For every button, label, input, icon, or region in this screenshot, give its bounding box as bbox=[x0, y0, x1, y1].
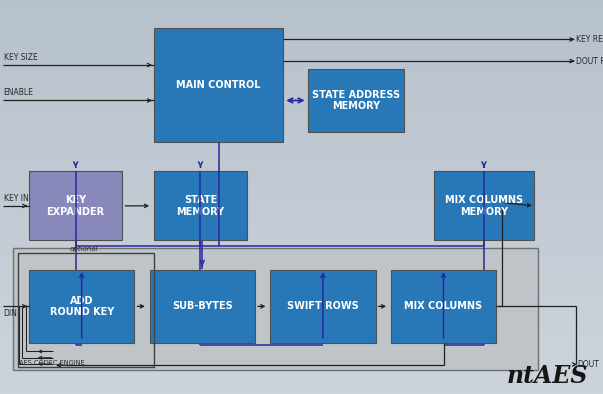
Text: STATE
MEMORY: STATE MEMORY bbox=[177, 195, 224, 217]
Bar bbox=[154, 171, 247, 240]
Text: ENABLE: ENABLE bbox=[4, 88, 34, 97]
Text: MIX COLUMNS: MIX COLUMNS bbox=[405, 301, 482, 311]
Text: STATE ADDRESS
MEMORY: STATE ADDRESS MEMORY bbox=[312, 90, 400, 111]
Text: SUB-BYTES: SUB-BYTES bbox=[172, 301, 233, 311]
Bar bbox=[270, 270, 376, 343]
Text: SWIFT ROWS: SWIFT ROWS bbox=[287, 301, 359, 311]
Text: KEY
EXPANDER: KEY EXPANDER bbox=[46, 195, 105, 217]
Text: DOUT: DOUT bbox=[578, 360, 599, 369]
Text: MIX COLUMNS
MEMORY: MIX COLUMNS MEMORY bbox=[445, 195, 523, 217]
Bar bbox=[434, 171, 534, 240]
Text: ADD
ROUND KEY: ADD ROUND KEY bbox=[49, 296, 114, 317]
Bar bbox=[29, 270, 134, 343]
Text: KEY SIZE: KEY SIZE bbox=[4, 53, 37, 62]
Text: AES CODEC ENGINE: AES CODEC ENGINE bbox=[19, 360, 85, 366]
Bar bbox=[150, 270, 255, 343]
Text: MAIN CONTROL: MAIN CONTROL bbox=[176, 80, 261, 90]
Bar bbox=[13, 248, 538, 370]
Text: optional: optional bbox=[70, 246, 98, 253]
Text: DIN: DIN bbox=[4, 309, 17, 318]
Text: KEY REQ: KEY REQ bbox=[576, 35, 603, 44]
Bar bbox=[154, 28, 283, 142]
Text: ntAES: ntAES bbox=[507, 364, 588, 388]
Bar bbox=[308, 69, 404, 132]
Text: DOUT RDY: DOUT RDY bbox=[576, 57, 603, 65]
Bar bbox=[29, 171, 122, 240]
Bar bbox=[391, 270, 496, 343]
Bar bbox=[18, 253, 154, 367]
Text: KEY IN: KEY IN bbox=[4, 194, 28, 203]
